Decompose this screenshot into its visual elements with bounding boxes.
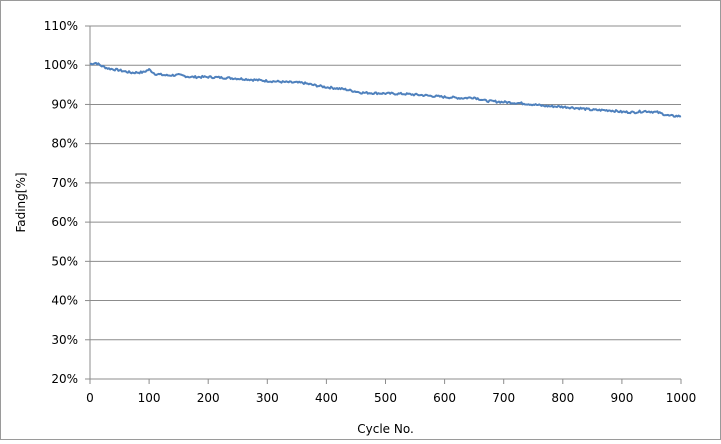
x-tick-label: 1000 xyxy=(666,391,697,405)
grid-layer xyxy=(85,25,682,384)
y-tick-label: 20% xyxy=(51,372,78,386)
x-tick-label: 200 xyxy=(197,391,220,405)
y-tick-label: 70% xyxy=(51,176,78,190)
y-tick-label: 110% xyxy=(44,19,78,33)
y-tick-label: 80% xyxy=(51,137,78,151)
y-tick-label: 100% xyxy=(44,58,78,72)
y-tick-label: 50% xyxy=(51,254,78,268)
x-tick-label: 400 xyxy=(315,391,338,405)
series-layer xyxy=(89,61,682,118)
y-tick-label: 40% xyxy=(51,294,78,308)
x-tick-label: 500 xyxy=(374,391,397,405)
ticks-layer: 20% 30% 40% 50% 60% 70% 80% 90% 100% 110% 0 100 200 3… xyxy=(44,19,697,405)
y-tick-label: 60% xyxy=(51,215,78,229)
series-line xyxy=(89,61,682,118)
x-axis-title: Cycle No. xyxy=(357,422,414,436)
x-tick-label: 300 xyxy=(256,391,279,405)
x-tick-label: 100 xyxy=(138,391,161,405)
x-tick-label: 900 xyxy=(610,391,633,405)
y-axis-title: Fading[%] xyxy=(14,172,28,232)
x-tick-label: 0 xyxy=(86,391,94,405)
x-tick-label: 600 xyxy=(433,391,456,405)
x-tick-label: 800 xyxy=(551,391,574,405)
y-tick-label: 90% xyxy=(51,97,78,111)
y-tick-label: 30% xyxy=(51,333,78,347)
x-tick-label: 700 xyxy=(492,391,515,405)
